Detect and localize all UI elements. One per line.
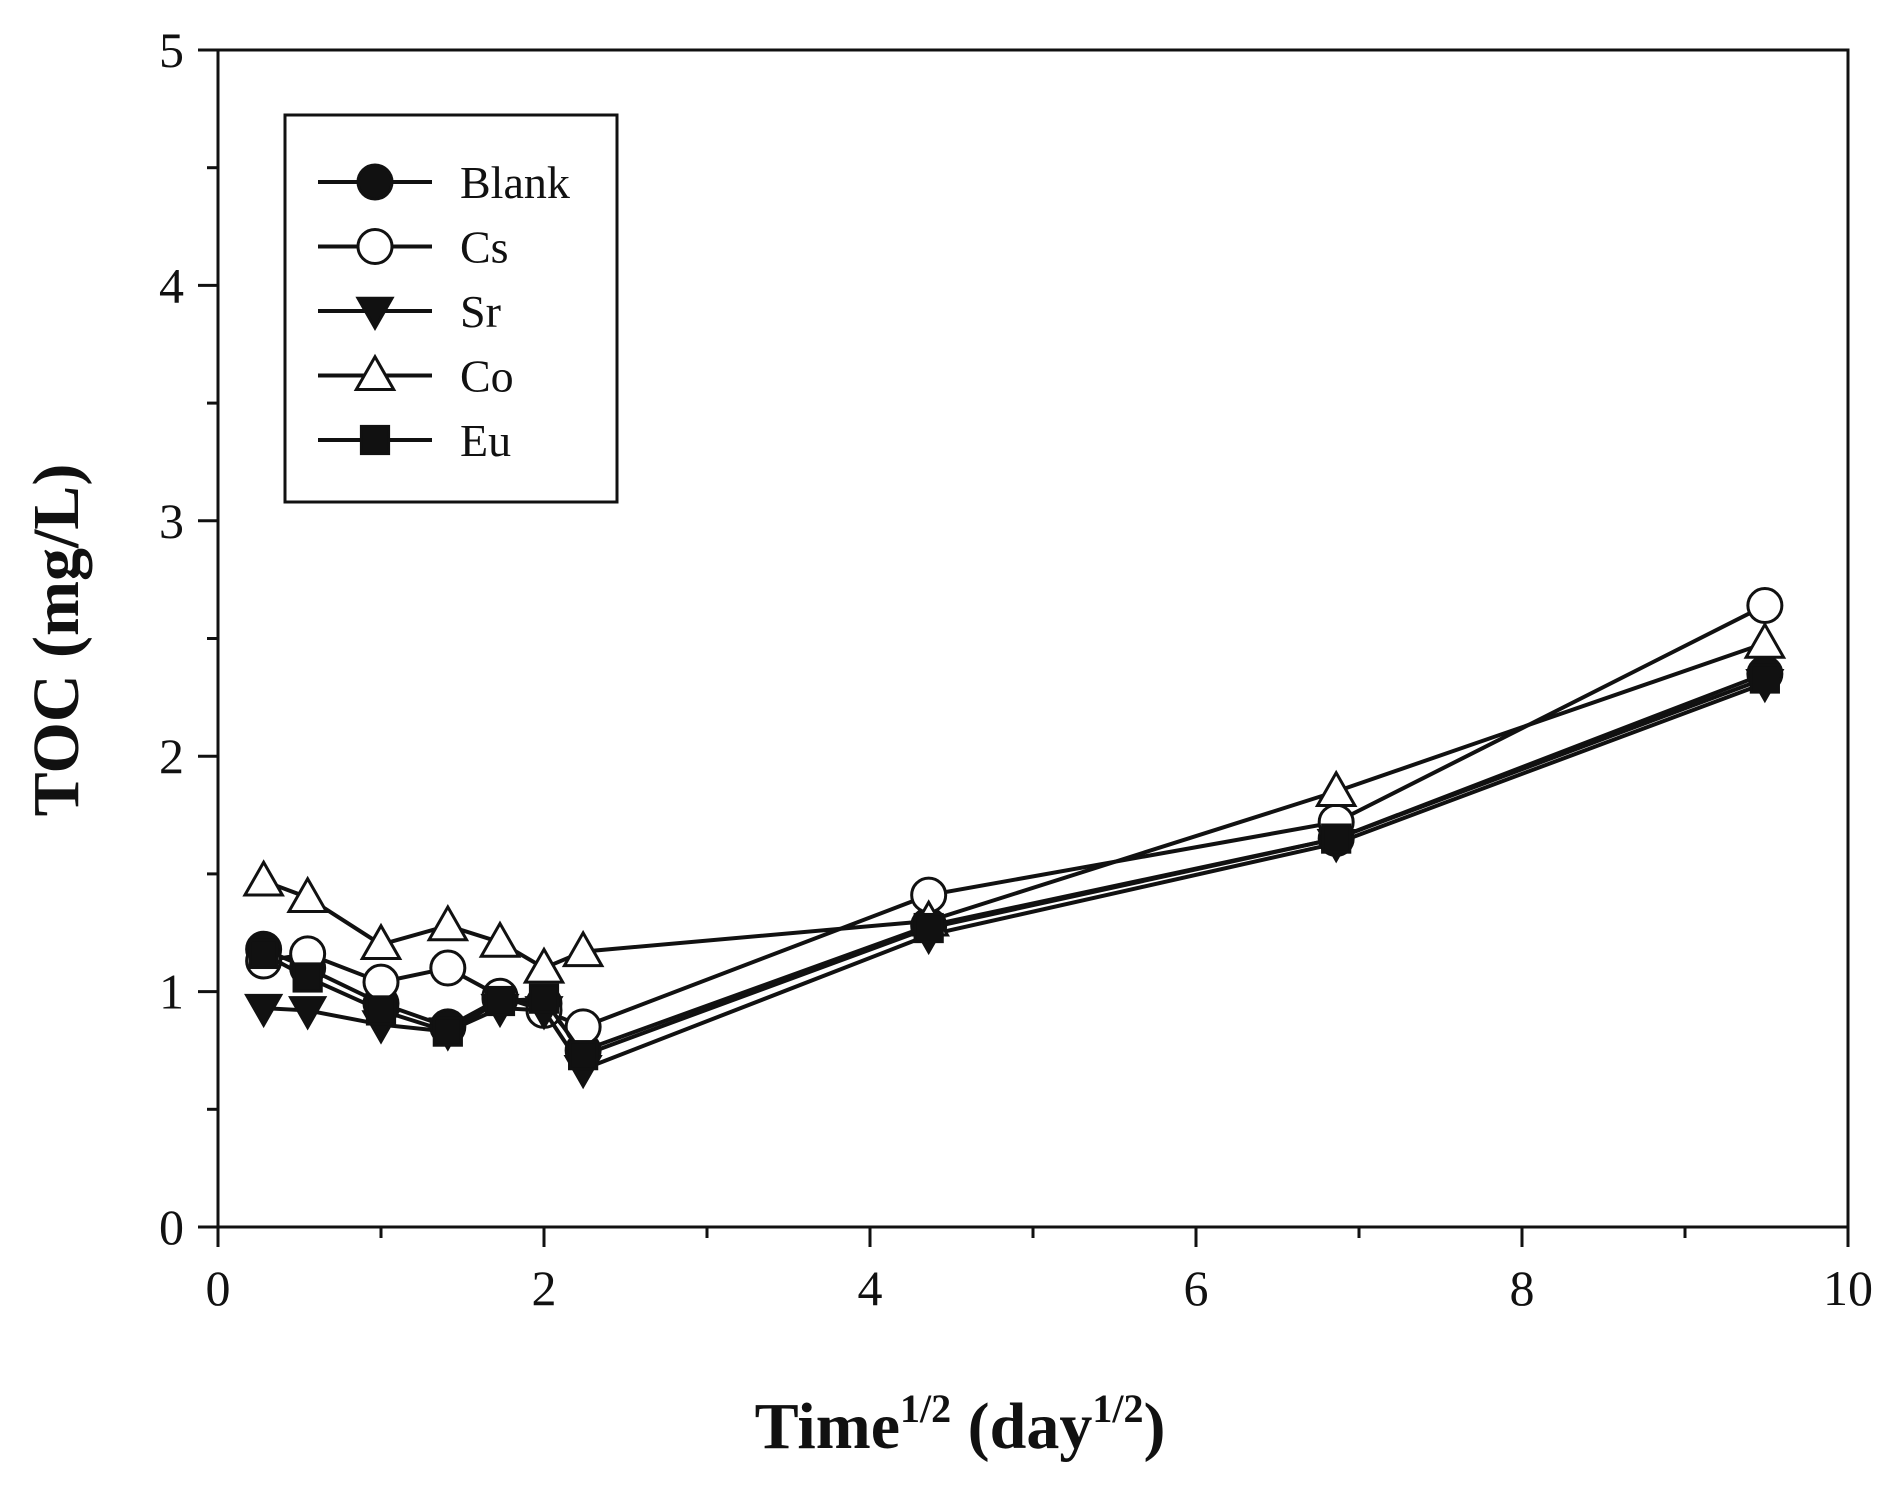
data-point-co (1743, 621, 1787, 659)
data-point-co (478, 920, 522, 958)
series-cs (245, 587, 1784, 1046)
series-layer (242, 587, 1787, 1090)
y-tick-label: 4 (159, 257, 184, 313)
data-point-cs (429, 949, 467, 987)
series-line-eu (262, 676, 1766, 1058)
y-axis-title: TOC (mg/L) (20, 464, 93, 817)
y-tick-label: 1 (159, 964, 184, 1020)
legend-label: Sr (460, 286, 501, 337)
x-axis-title-close: ) (1143, 1390, 1165, 1463)
x-axis-title-unit-sup: 1/2 (1092, 1386, 1143, 1431)
x-tick-label: 0 (206, 1260, 231, 1316)
legend-item-eu: Eu (318, 415, 511, 466)
data-point-eu (913, 912, 944, 944)
series-line-co (262, 641, 1766, 971)
data-point-eu (292, 962, 323, 993)
legend-label: Eu (460, 415, 511, 466)
data-point-co (561, 929, 605, 968)
x-tick-label: 4 (858, 1260, 883, 1316)
x-axis-title-main: Time (755, 1390, 900, 1463)
legend-item-cs: Cs (318, 222, 509, 273)
data-point-cs (1746, 587, 1784, 625)
legend-marker-sr (355, 296, 395, 332)
data-point-co (242, 859, 285, 897)
data-point-sr (288, 996, 328, 1031)
legend-marker-cs (356, 228, 394, 265)
series-eu (248, 663, 1780, 1071)
axes: 0 2 4 6 8 10 0 1 2 3 4 5 (159, 22, 1873, 1316)
series-line-cs (263, 603, 1766, 1030)
legend-marker-blank (356, 163, 394, 201)
legend-item-sr: Sr (318, 286, 501, 337)
legend-label: Co (460, 351, 514, 402)
x-tick-label: 6 (1184, 1260, 1209, 1316)
data-point-eu (432, 1016, 463, 1047)
data-point-cs (362, 963, 400, 1001)
data-point-eu (568, 1040, 599, 1071)
x-axis-title: Time1/2 (day1/2) (755, 1386, 1166, 1463)
data-point-co (426, 903, 470, 942)
legend: Blank Cs Sr Co Eu (283, 113, 619, 504)
data-point-eu (528, 983, 560, 1014)
legend-marker-eu (359, 424, 391, 456)
y-tick-label: 3 (159, 493, 184, 549)
series-co (242, 621, 1787, 984)
y-tick-label: 2 (159, 728, 184, 784)
data-point-co (286, 875, 329, 913)
data-point-co (359, 922, 403, 961)
legend-label: Blank (460, 157, 570, 208)
data-point-eu (248, 938, 279, 970)
series-line-sr (263, 681, 1766, 1072)
x-axis-title-unit: (day (951, 1390, 1092, 1463)
legend-label: Cs (460, 222, 509, 273)
x-tick-label: 10 (1823, 1260, 1873, 1316)
data-point-eu (484, 985, 516, 1017)
data-point-eu (1321, 823, 1352, 854)
legend-item-co: Co (318, 351, 514, 402)
data-point-co (522, 946, 566, 984)
data-point-eu (1749, 663, 1780, 694)
legend-item-blank: Blank (318, 157, 570, 208)
x-axis-title-sup: 1/2 (900, 1386, 951, 1431)
legend-marker-co (353, 353, 397, 392)
data-point-sr (244, 993, 284, 1029)
data-point-eu (365, 995, 397, 1026)
x-tick-label: 8 (1510, 1260, 1535, 1316)
x-tick-label: 2 (532, 1260, 557, 1316)
y-tick-label: 0 (159, 1199, 184, 1255)
data-point-co (1314, 769, 1358, 808)
legend-box (283, 113, 619, 504)
y-tick-label: 5 (159, 22, 184, 78)
